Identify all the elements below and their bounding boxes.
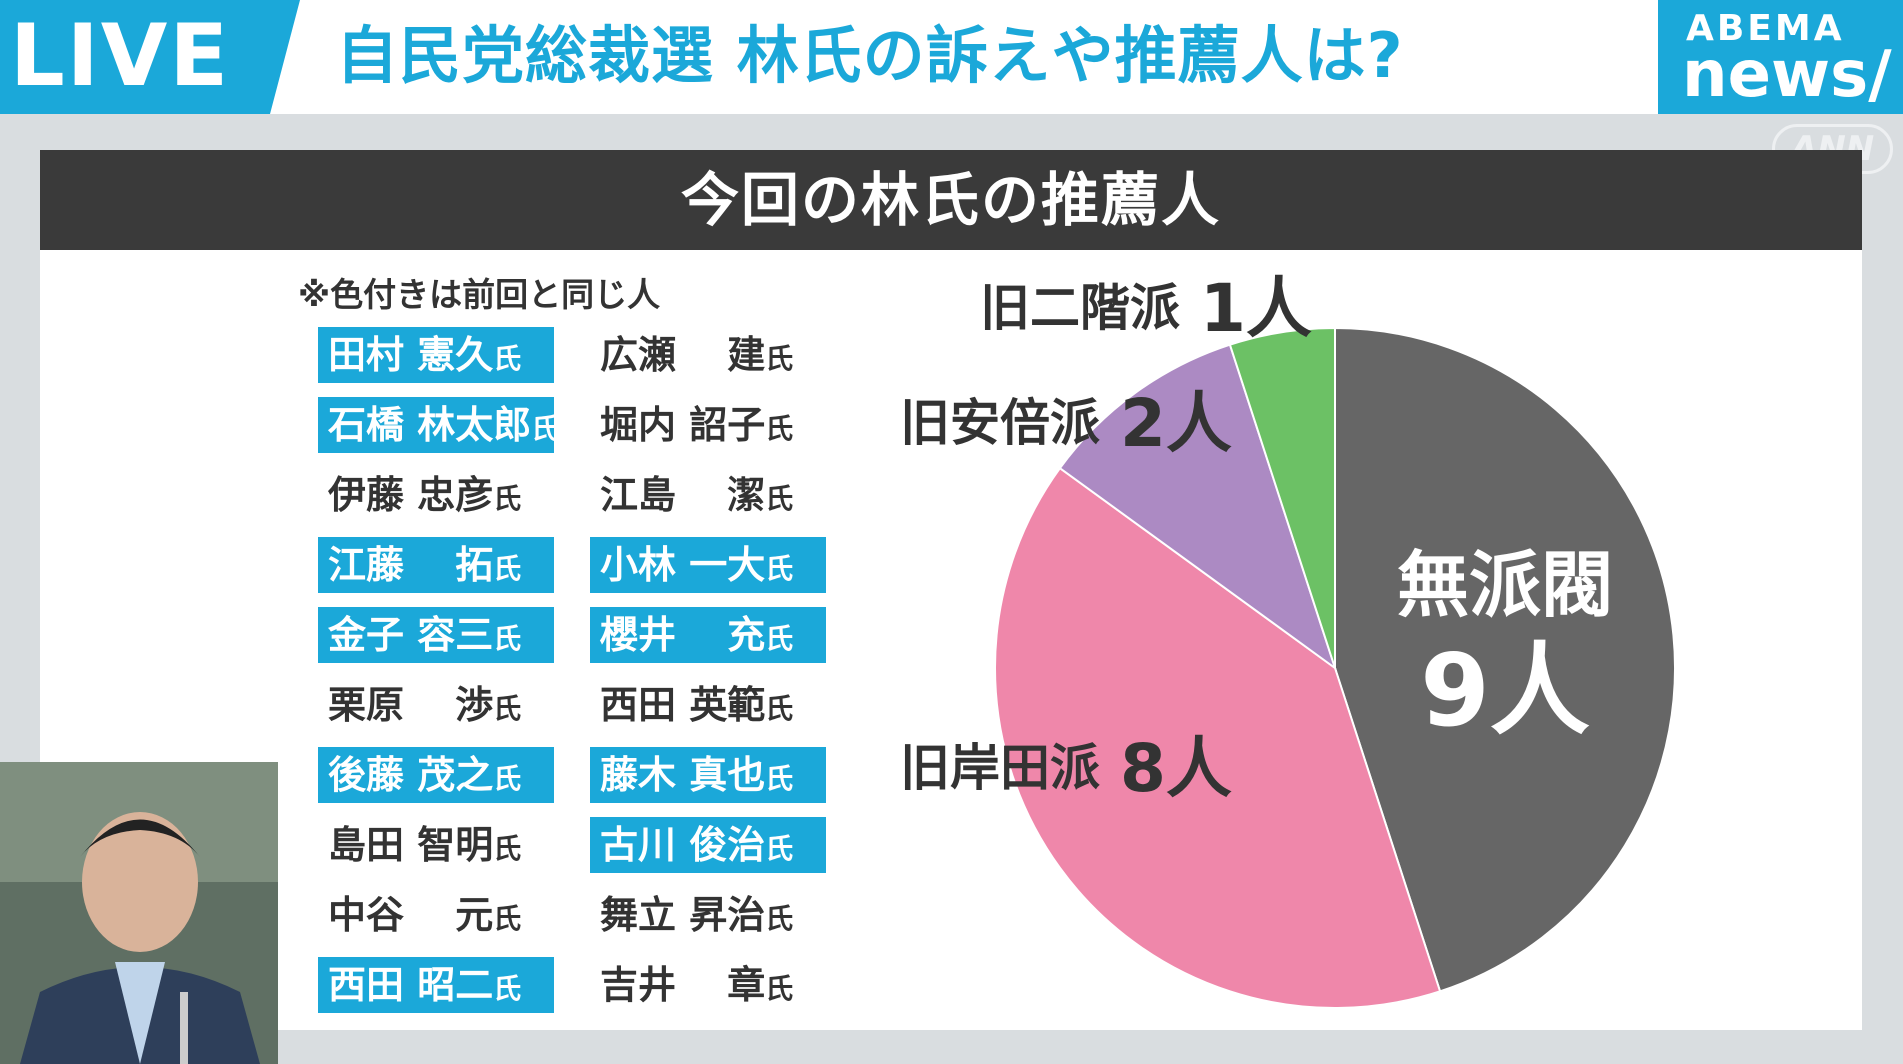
name-text: 田村 憲久 bbox=[328, 333, 494, 377]
name-text: 江藤 拓 bbox=[328, 543, 494, 587]
name-text: 石橋 林太郎 bbox=[328, 403, 532, 447]
name-text: 金子 容三 bbox=[328, 613, 494, 657]
name-row: 島田 智明氏 古川 俊治氏 bbox=[318, 810, 878, 880]
name-suffix: 氏 bbox=[493, 622, 522, 655]
name-text: 広瀬 建 bbox=[600, 333, 766, 377]
name-text: 舞立 昇治 bbox=[600, 893, 766, 937]
name-text: 江島 潔 bbox=[600, 473, 766, 517]
name-suffix: 氏 bbox=[765, 692, 794, 725]
name-suffix: 氏 bbox=[765, 902, 794, 935]
recommender-name-highlighted: 金子 容三氏 bbox=[318, 607, 554, 663]
name-text: 古川 俊治 bbox=[600, 823, 766, 867]
recommender-name: 島田 智明氏 bbox=[318, 817, 554, 873]
name-text: 吉井 章 bbox=[600, 963, 766, 1007]
name-suffix: 氏 bbox=[493, 972, 522, 1005]
recommender-list: 田村 憲久氏 広瀬 建氏 石橋 林太郎氏 堀内 詔子氏 伊藤 忠彦氏 江島 潔氏 江藤 拓氏… bbox=[318, 320, 878, 1020]
live-label: LIVE bbox=[10, 6, 231, 106]
brand-logo: ABEMA news/ bbox=[1658, 0, 1903, 114]
recommender-name: 広瀬 建氏 bbox=[590, 327, 826, 383]
recommender-name: 吉井 章氏 bbox=[590, 957, 826, 1013]
name-text: 堀内 詔子 bbox=[600, 403, 766, 447]
recommender-name: 栗原 渉氏 bbox=[318, 677, 554, 733]
name-text: 後藤 茂之 bbox=[328, 753, 494, 797]
name-suffix: 氏 bbox=[765, 622, 794, 655]
name-row: 田村 憲久氏 広瀬 建氏 bbox=[318, 320, 878, 390]
name-text: 藤木 真也 bbox=[600, 753, 766, 797]
name-suffix: 氏 bbox=[493, 902, 522, 935]
recommender-name-highlighted: 江藤 拓氏 bbox=[318, 537, 554, 593]
name-suffix: 氏 bbox=[531, 412, 560, 445]
headline: 自民党総裁選 林氏の訴えや推薦人は? bbox=[336, 19, 1404, 92]
presenter-figure bbox=[0, 762, 278, 1064]
main-panel: 今回の林氏の推薦人 ※色付きは前回と同じ人 田村 憲久氏 広瀬 建氏 石橋 林太郎氏… bbox=[40, 150, 1862, 1030]
name-row: 中谷 元氏 舞立 昇治氏 bbox=[318, 880, 878, 950]
brand-bottom: news/ bbox=[1682, 38, 1892, 112]
name-text: 栗原 渉 bbox=[328, 683, 494, 727]
name-suffix: 氏 bbox=[493, 832, 522, 865]
brand-top: ABEMA bbox=[1686, 8, 1845, 49]
top-banner: LIVE 自民党総裁選 林氏の訴えや推薦人は? ABEMA news/ bbox=[0, 0, 1903, 114]
name-suffix: 氏 bbox=[765, 832, 794, 865]
recommender-name-highlighted: 石橋 林太郎氏 bbox=[318, 397, 559, 453]
recommender-name-highlighted: 後藤 茂之氏 bbox=[318, 747, 554, 803]
name-suffix: 氏 bbox=[493, 762, 522, 795]
recommender-name: 西田 英範氏 bbox=[590, 677, 826, 733]
name-suffix: 氏 bbox=[493, 552, 522, 585]
highlight-note: ※色付きは前回と同じ人 bbox=[298, 275, 661, 314]
live-badge: LIVE bbox=[0, 0, 300, 114]
name-suffix: 氏 bbox=[765, 762, 794, 795]
name-suffix: 氏 bbox=[493, 482, 522, 515]
name-row: 西田 昭二氏 吉井 章氏 bbox=[318, 950, 878, 1020]
panel-title: 今回の林氏の推薦人 bbox=[40, 150, 1862, 250]
recommender-name: 江島 潔氏 bbox=[590, 467, 826, 523]
recommender-name-highlighted: 櫻井 充氏 bbox=[590, 607, 826, 663]
name-row: 後藤 茂之氏 藤木 真也氏 bbox=[318, 740, 878, 810]
name-suffix: 氏 bbox=[765, 552, 794, 585]
name-row: 江藤 拓氏 小林 一大氏 bbox=[318, 530, 878, 600]
name-suffix: 氏 bbox=[765, 972, 794, 1005]
recommender-name: 堀内 詔子氏 bbox=[590, 397, 826, 453]
name-suffix: 氏 bbox=[765, 482, 794, 515]
recommender-name-highlighted: 西田 昭二氏 bbox=[318, 957, 554, 1013]
name-suffix: 氏 bbox=[493, 692, 522, 725]
recommender-name-highlighted: 藤木 真也氏 bbox=[590, 747, 826, 803]
name-suffix: 氏 bbox=[493, 342, 522, 375]
name-suffix: 氏 bbox=[765, 412, 794, 445]
name-suffix: 氏 bbox=[765, 342, 794, 375]
name-text: 櫻井 充 bbox=[600, 613, 766, 657]
name-row: 伊藤 忠彦氏 江島 潔氏 bbox=[318, 460, 878, 530]
name-text: 伊藤 忠彦 bbox=[328, 473, 494, 517]
name-text: 西田 英範 bbox=[600, 683, 766, 727]
recommender-name: 伊藤 忠彦氏 bbox=[318, 467, 554, 523]
name-text: 島田 智明 bbox=[328, 823, 494, 867]
name-row: 石橋 林太郎氏 堀内 詔子氏 bbox=[318, 390, 878, 460]
recommender-name-highlighted: 小林 一大氏 bbox=[590, 537, 826, 593]
recommender-name-highlighted: 田村 憲久氏 bbox=[318, 327, 554, 383]
name-text: 小林 一大 bbox=[600, 543, 766, 587]
recommender-name-highlighted: 古川 俊治氏 bbox=[590, 817, 826, 873]
name-row: 栗原 渉氏 西田 英範氏 bbox=[318, 670, 878, 740]
presenter-video bbox=[0, 762, 278, 1064]
name-text: 西田 昭二 bbox=[328, 963, 494, 1007]
name-row: 金子 容三氏 櫻井 充氏 bbox=[318, 600, 878, 670]
name-text: 中谷 元 bbox=[328, 893, 494, 937]
recommender-name: 中谷 元氏 bbox=[318, 887, 554, 943]
recommender-name: 舞立 昇治氏 bbox=[590, 887, 826, 943]
